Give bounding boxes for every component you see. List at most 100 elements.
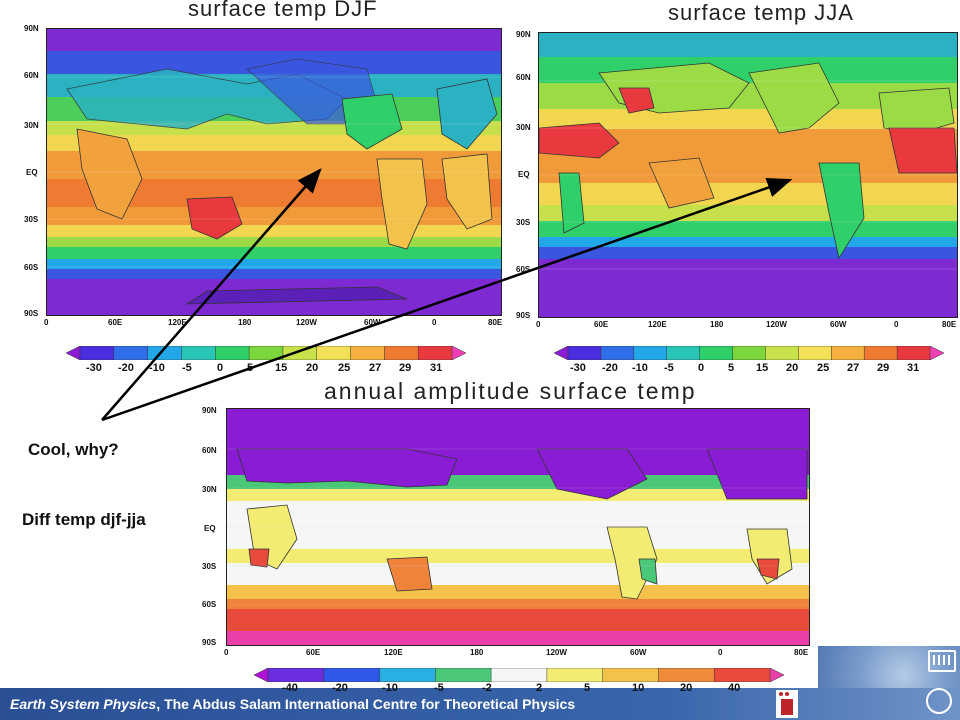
lon-label: 180	[238, 318, 252, 327]
lat-label: 90N	[202, 406, 217, 415]
colorbar-tick: -20	[602, 362, 618, 374]
lon-label: 80E	[942, 320, 957, 329]
lon-label: 0	[894, 320, 899, 329]
jja-title: surface temp JJA	[668, 0, 854, 25]
colorbar-tick: -5	[664, 362, 674, 374]
lon-label: 0	[44, 318, 49, 327]
jja-map	[538, 32, 958, 318]
colorbar-right-tip	[929, 346, 944, 360]
colorbar-tick: 15	[756, 362, 769, 374]
lon-label: 60W	[630, 648, 647, 657]
lat-label: 30N	[202, 485, 217, 494]
djf-map	[46, 28, 502, 316]
colorbar-tick: 27	[369, 362, 382, 374]
lon-label: 60E	[108, 318, 123, 327]
diff-temp-label: Diff temp djf-jja	[22, 510, 146, 529]
colorbar-tick: -10	[382, 682, 398, 694]
arrow-to-jja	[101, 177, 793, 422]
lon-label: 120W	[296, 318, 317, 327]
lat-label: 90N	[24, 24, 39, 33]
lon-label: 180	[710, 320, 724, 329]
colorbar-tick: 15	[275, 362, 288, 374]
colorbar-tick: -5	[434, 682, 444, 694]
lon-label: 0	[718, 648, 723, 657]
footer-bar: Earth System Physics, The Abdus Salam In…	[0, 688, 960, 720]
lon-label: 60W	[364, 318, 381, 327]
lat-label: 60N	[516, 73, 531, 82]
lat-label: 60S	[202, 600, 217, 609]
colorbar-right-tip	[769, 668, 784, 682]
amplitude-map-svg	[227, 409, 809, 645]
colorbar-tick: -30	[86, 362, 102, 374]
amplitude-colorbar	[254, 668, 784, 682]
colorbar-tick: 29	[399, 362, 412, 374]
lon-label: 0	[536, 320, 541, 329]
jja-map-svg	[539, 33, 957, 317]
lon-label: 0	[432, 318, 437, 327]
lon-label: 0	[224, 648, 229, 657]
colorbar-tick: -20	[118, 362, 134, 374]
lat-label: EQ	[204, 524, 216, 533]
colorbar-tick: 29	[877, 362, 890, 374]
lat-label: 30N	[516, 123, 531, 132]
lat-label: 60S	[516, 265, 531, 274]
colorbar-tick: 20	[680, 682, 693, 694]
footer-text: Earth System Physics, The Abdus Salam In…	[10, 696, 575, 712]
colorbar-tick: -10	[632, 362, 648, 374]
colorbar-tick: -40	[282, 682, 298, 694]
lat-label: 30S	[516, 218, 531, 227]
colorbar-tick: 20	[306, 362, 319, 374]
lat-label: EQ	[26, 168, 38, 177]
jja-colorbar	[554, 346, 944, 360]
colorbar-tick: -30	[570, 362, 586, 374]
colorbar-tick: 25	[817, 362, 830, 374]
lon-label: 120E	[168, 318, 187, 327]
colorbar-tick: 31	[430, 362, 443, 374]
colorbar-tick: 5	[584, 682, 591, 694]
lat-label: 90S	[24, 309, 39, 318]
colorbar-right-tip	[451, 346, 466, 360]
colorbar-tick: 31	[907, 362, 920, 374]
lat-label: 60S	[24, 263, 39, 272]
lon-label: 60E	[594, 320, 609, 329]
colorbar-tick: 2	[536, 682, 543, 694]
amplitude-map	[226, 408, 810, 646]
lat-label: 60N	[202, 446, 217, 455]
djf-panel: surface temp DJF 90N 60N 30N EQ 30S 60S …	[0, 0, 510, 378]
colorbar-tick: 5	[728, 362, 735, 374]
colorbar-tick: 10	[632, 682, 645, 694]
lon-label: 80E	[794, 648, 809, 657]
lon-label: 60E	[306, 648, 321, 657]
lon-label: 120E	[384, 648, 403, 657]
lon-label: 120W	[546, 648, 567, 657]
amplitude-panel: annual amplitude surface temp 90N 60N 30…	[196, 376, 816, 688]
djf-colorbar	[66, 346, 466, 360]
lat-label: 90N	[516, 30, 531, 39]
colorbar-tick: 0	[698, 362, 705, 374]
ictp-logo	[776, 690, 798, 718]
lat-label: 30S	[24, 215, 39, 224]
lat-label: 60N	[24, 71, 39, 80]
colorbar-tick: 40	[728, 682, 741, 694]
footer-rest: , The Abdus Salam International Centre f…	[156, 696, 576, 712]
iaea-icon	[926, 688, 952, 714]
lon-label: 60W	[830, 320, 847, 329]
lon-label: 120W	[766, 320, 787, 329]
lon-label: 80E	[488, 318, 503, 327]
colorbar-tick: 20	[786, 362, 799, 374]
lat-label: 30N	[24, 121, 39, 130]
amplitude-title: annual amplitude surface temp	[324, 378, 697, 404]
djf-map-svg	[47, 29, 501, 315]
colorbar-tick: -5	[182, 362, 192, 374]
colorbar-tick: -10	[149, 362, 165, 374]
colorbar-tick: 27	[847, 362, 860, 374]
lat-label: 30S	[202, 562, 217, 571]
lat-label: 90S	[202, 638, 217, 647]
colorbar-tick: -2	[482, 682, 492, 694]
footer-italic: Earth System Physics	[10, 696, 157, 712]
unesco-icon	[928, 650, 956, 672]
colorbar-tick: 25	[338, 362, 351, 374]
lat-label: 90S	[516, 311, 531, 320]
lon-label: 120E	[648, 320, 667, 329]
